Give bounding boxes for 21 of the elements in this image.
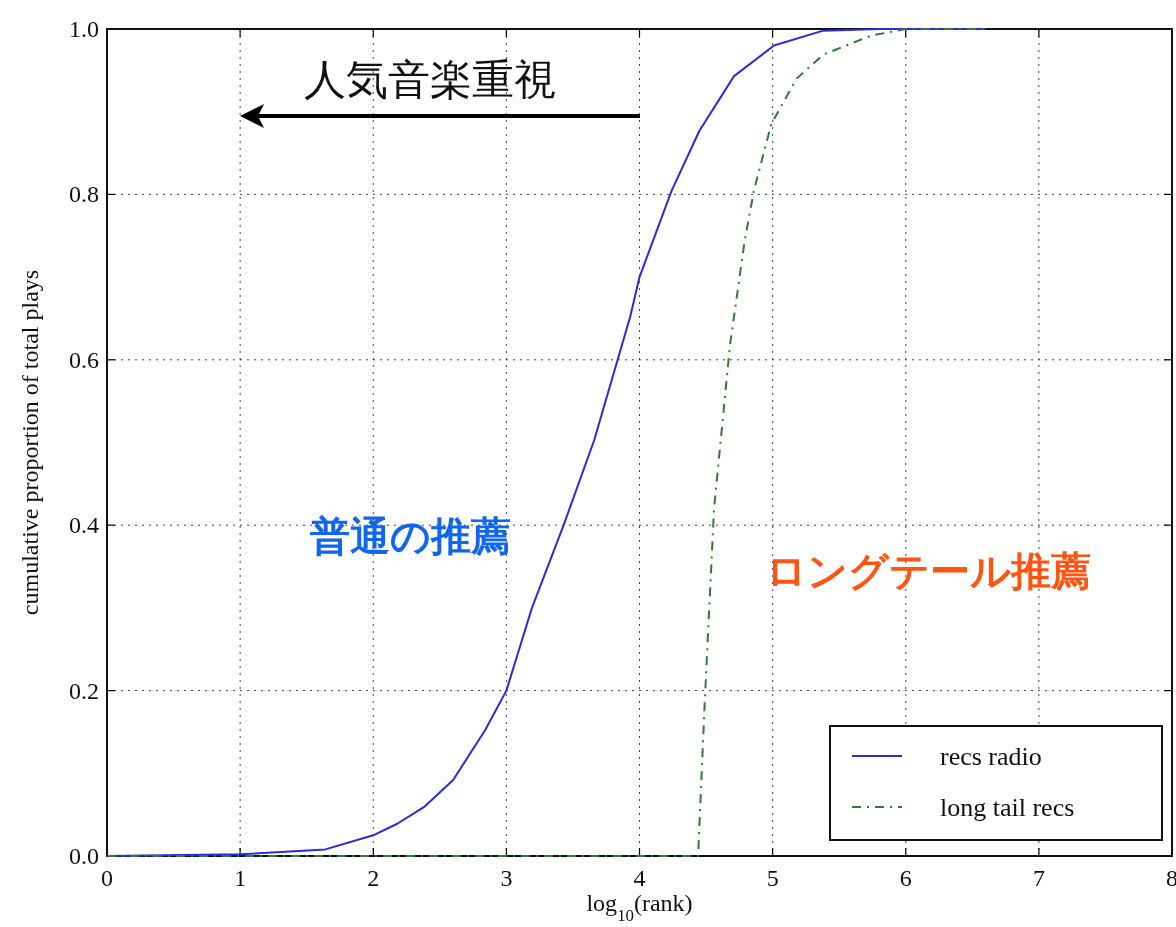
x-tick-label: 5 <box>766 865 779 891</box>
y-tick-label: 0.4 <box>69 512 99 539</box>
x-tick-label: 1 <box>234 865 247 891</box>
legend-label: long tail recs <box>940 793 1075 822</box>
x-tick-label: 4 <box>633 865 646 891</box>
annotation: 人気音楽重視 <box>304 55 556 104</box>
x-tick-label: 6 <box>899 865 912 891</box>
y-tick-label: 0.8 <box>69 181 99 208</box>
x-tick-label: 7 <box>1032 865 1045 891</box>
legend-label: recs radio <box>940 742 1042 771</box>
y-tick-label: 0.0 <box>69 843 99 869</box>
y-axis-title: cumulative proportion of total plays <box>17 269 43 616</box>
y-tick-label: 1.0 <box>69 16 99 42</box>
x-tick-label: 2 <box>367 865 380 891</box>
x-axis-title: log$_{10}$(rank) <box>586 890 693 925</box>
x-tick-label: 3 <box>500 865 513 891</box>
x-tick-label: 0 <box>101 865 113 891</box>
y-tick-label: 0.2 <box>69 677 99 704</box>
y-tick-label: 0.6 <box>69 346 99 373</box>
annotation: ロングテール推薦 <box>765 548 1091 594</box>
annotation: 普通の推薦 <box>309 513 511 559</box>
